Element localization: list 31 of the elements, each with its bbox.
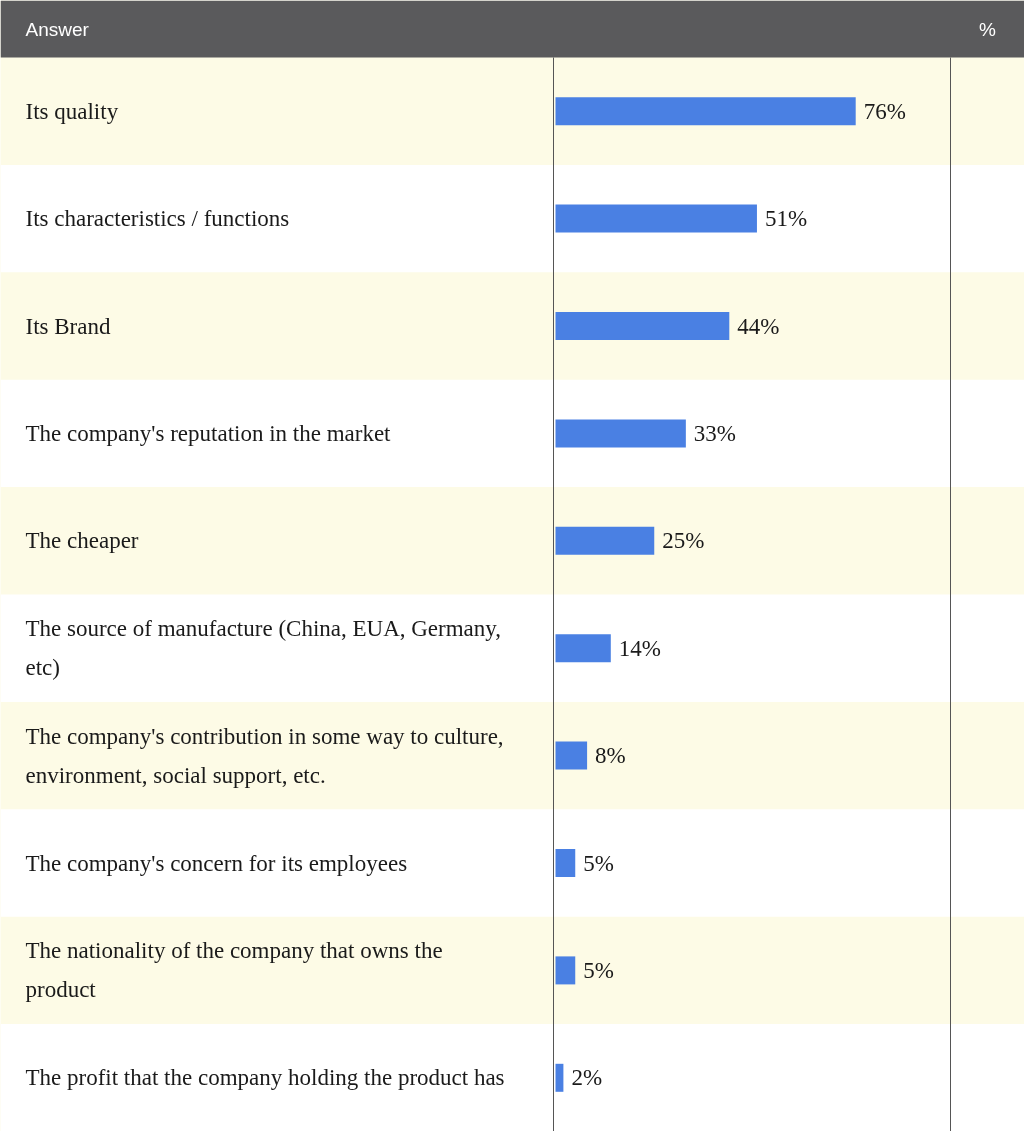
bar: [555, 204, 757, 233]
y-tick-label: Its characteristics / functions: [25, 206, 290, 232]
bar: [555, 97, 856, 126]
bar: [555, 419, 686, 448]
data-label: 2%: [571, 1065, 603, 1091]
bar: [555, 312, 730, 340]
y-axis-title: Answer: [25, 18, 90, 40]
y-tick-label: The nationality of the company that owns the product: [25, 938, 443, 1003]
data-label: 5%: [583, 850, 614, 876]
y-tick-label: The profit that the company holding the product has: [25, 1065, 505, 1091]
data-label: 76%: [863, 98, 906, 124]
data-label: 14%: [618, 635, 661, 661]
y-tick-label: The company's contribution in some way to culture, environment, social support, etc.: [25, 723, 504, 788]
bar: [555, 956, 576, 985]
data-label: 51%: [764, 206, 808, 232]
y-tick-label: The cheaper: [25, 528, 139, 554]
data-label: 8%: [595, 743, 626, 769]
data-label: 25%: [662, 528, 705, 554]
text: %: [979, 18, 997, 40]
y-tick-label: Its quality: [25, 98, 119, 124]
data-label: 33%: [693, 420, 737, 446]
y-tick-label: The company's concern for its employees: [25, 850, 408, 876]
y-tick-label: The source of manufacture (China, EUA, Germany, etc): [25, 616, 502, 681]
data-label: 44%: [737, 313, 780, 339]
y-tick-label: Its Brand: [25, 313, 111, 339]
bar: [555, 634, 611, 663]
y-tick-label: The company's reputation in the market: [25, 420, 392, 446]
data-label: 5%: [583, 957, 614, 983]
bar: [555, 741, 588, 770]
bar: [555, 849, 576, 877]
bar: [555, 526, 655, 555]
